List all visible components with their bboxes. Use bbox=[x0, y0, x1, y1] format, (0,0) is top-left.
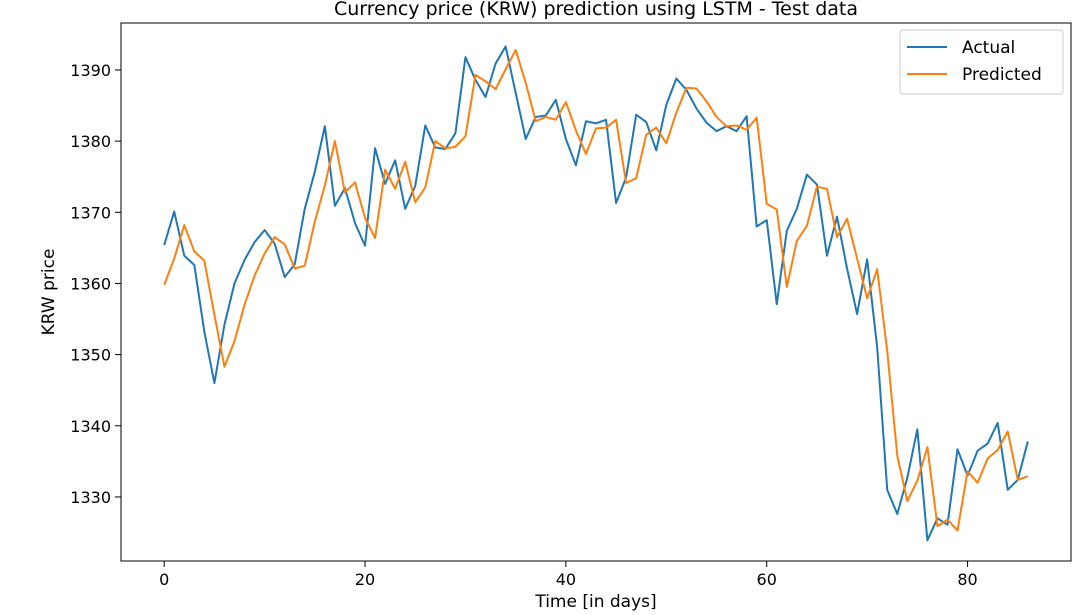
legend-label-predicted: Predicted bbox=[962, 65, 1042, 85]
plot-area bbox=[163, 45, 1029, 542]
legend-label-actual: Actual bbox=[962, 38, 1015, 58]
y-axis-label: KRW price bbox=[39, 249, 59, 336]
y-tick-label: 1380 bbox=[70, 132, 111, 151]
series-line-actual bbox=[163, 45, 1029, 542]
x-axis-ticks: 0 20 40 60 80 bbox=[159, 561, 978, 589]
y-tick-label: 1340 bbox=[70, 417, 111, 436]
x-tick-label: 0 bbox=[159, 570, 169, 589]
series-line-predicted bbox=[163, 49, 1029, 532]
x-tick-label: 20 bbox=[355, 570, 375, 589]
x-axis-label: Time [in days] bbox=[534, 592, 656, 612]
y-tick-label: 1370 bbox=[70, 203, 111, 222]
y-axis-ticks: 1330 1340 1350 1360 1370 1380 1390 bbox=[70, 61, 121, 507]
legend: Actual Predicted bbox=[899, 29, 1064, 95]
x-tick-label: 40 bbox=[556, 570, 576, 589]
axes-frame bbox=[120, 22, 1072, 562]
x-tick-label: 80 bbox=[957, 570, 977, 589]
y-tick-label: 1360 bbox=[70, 274, 111, 293]
x-tick-label: 60 bbox=[757, 570, 777, 589]
y-tick-label: 1390 bbox=[70, 61, 111, 80]
y-tick-label: 1330 bbox=[70, 488, 111, 507]
y-tick-label: 1350 bbox=[70, 346, 111, 365]
chart-title: Currency price (KRW) prediction using LS… bbox=[334, 0, 858, 20]
